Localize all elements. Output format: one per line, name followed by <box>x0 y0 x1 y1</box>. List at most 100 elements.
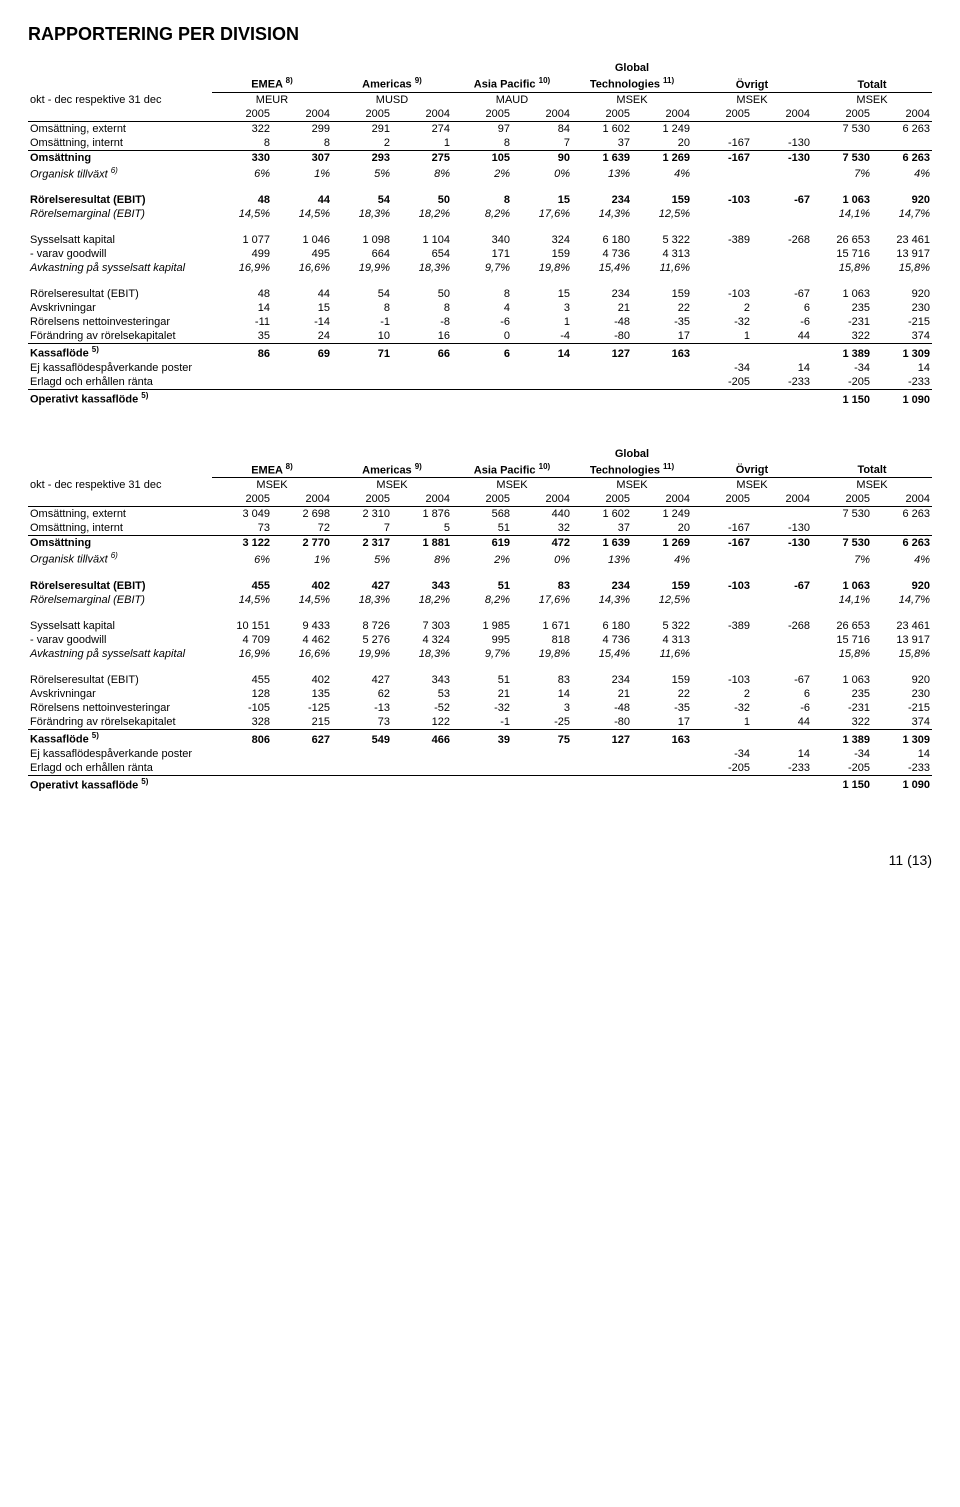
cell-value: 62 <box>332 687 392 701</box>
table-row: Rörelseresultat (EBIT)455402427343518323… <box>28 673 932 687</box>
cell-value: 5 276 <box>332 633 392 647</box>
cell-value <box>392 389 452 406</box>
cell-value: 14,5% <box>212 207 272 221</box>
year-header: 2005 <box>452 107 512 122</box>
cell-value: 23 461 <box>872 619 932 633</box>
cell-value <box>632 775 692 792</box>
cell-value: 14,1% <box>812 593 872 607</box>
row-label: Omsättning, internt <box>28 136 212 151</box>
row-label: Sysselsatt kapital <box>28 233 212 247</box>
unit-header: MSEK <box>212 478 332 493</box>
year-header: 2005 <box>812 492 872 507</box>
cell-value <box>212 761 272 776</box>
cell-value: 22 <box>632 687 692 701</box>
year-header: 2005 <box>212 492 272 507</box>
cell-value: 5% <box>332 550 392 567</box>
cell-value: 1 876 <box>392 507 452 522</box>
cell-value: 1 309 <box>872 344 932 361</box>
cell-value: 15,8% <box>872 261 932 275</box>
table-row: Organisk tillväxt 6)6%1%5%8%2%0%13%4%7%4… <box>28 550 932 567</box>
unit-header: MSEK <box>332 478 452 493</box>
year-header: 2005 <box>812 107 872 122</box>
cell-value: -14 <box>272 315 332 329</box>
cell-value: 7 303 <box>392 619 452 633</box>
cell-value: 69 <box>272 344 332 361</box>
cell-value: 234 <box>572 579 632 593</box>
cell-value <box>272 747 332 761</box>
cell-value <box>272 761 332 776</box>
table-row: Organisk tillväxt 6)6%1%5%8%2%0%13%4%7%4… <box>28 165 932 182</box>
cell-value: 51 <box>452 521 512 536</box>
cell-value: 6% <box>212 550 272 567</box>
cell-value: 619 <box>452 536 512 551</box>
cell-value: 234 <box>572 193 632 207</box>
cell-value: 14 <box>872 747 932 761</box>
cell-value: 18,3% <box>392 261 452 275</box>
cell-value: 2 770 <box>272 536 332 551</box>
cell-value: 7 530 <box>812 121 872 136</box>
cell-value: 455 <box>212 579 272 593</box>
cell-value: 14,1% <box>812 207 872 221</box>
cell-value <box>692 207 752 221</box>
cell-value: -105 <box>212 701 272 715</box>
group-header: Totalt <box>812 461 932 478</box>
table-row: Operativt kassaflöde 5)1 1501 090 <box>28 389 932 406</box>
cell-value <box>392 361 452 375</box>
cell-value: 73 <box>332 715 392 730</box>
cell-value: 163 <box>632 729 692 746</box>
cell-value: 427 <box>332 673 392 687</box>
cell-value: -215 <box>872 701 932 715</box>
cell-value: -6 <box>752 701 812 715</box>
cell-value: 6 <box>752 687 812 701</box>
cell-value: 14,7% <box>872 207 932 221</box>
cell-value: 234 <box>572 287 632 301</box>
cell-value: 20 <box>632 136 692 151</box>
cell-value: 307 <box>272 150 332 165</box>
cell-value: 17,6% <box>512 593 572 607</box>
cell-value <box>272 375 332 390</box>
cell-value: 1 090 <box>872 775 932 792</box>
group-header: Asia Pacific 10) <box>452 75 572 92</box>
cell-value <box>752 633 812 647</box>
cell-value: -4 <box>512 329 572 344</box>
cell-value: 6 263 <box>872 150 932 165</box>
cell-value: 8,2% <box>452 593 512 607</box>
cell-value: 48 <box>212 287 272 301</box>
cell-value <box>692 729 752 746</box>
cell-value: 15,4% <box>572 647 632 661</box>
cell-value: 14 <box>752 361 812 375</box>
cell-value: 0% <box>512 550 572 567</box>
unit-header: MEUR <box>212 92 332 107</box>
table-row: Förändring av rörelsekapitalet3282157312… <box>28 715 932 730</box>
cell-value: 14 <box>512 344 572 361</box>
cell-value: 7% <box>812 165 872 182</box>
cell-value: 51 <box>452 579 512 593</box>
cell-value: 343 <box>392 579 452 593</box>
cell-value <box>692 633 752 647</box>
year-header: 2004 <box>512 492 572 507</box>
group-header: Övrigt <box>692 461 812 478</box>
cell-value <box>332 747 392 761</box>
cell-value: 13 917 <box>872 633 932 647</box>
cell-value: 7 <box>512 136 572 151</box>
row-label: Omsättning <box>28 536 212 551</box>
cell-value <box>872 521 932 536</box>
cell-value: 54 <box>332 287 392 301</box>
cell-value: 322 <box>812 715 872 730</box>
cell-value: -389 <box>692 233 752 247</box>
row-label: Rörelseresultat (EBIT) <box>28 673 212 687</box>
cell-value: 1 098 <box>332 233 392 247</box>
cell-value: 2 310 <box>332 507 392 522</box>
table-row: Rörelsemarginal (EBIT)14,5%14,5%18,3%18,… <box>28 593 932 607</box>
cell-value: 6 263 <box>872 121 932 136</box>
cell-value: -130 <box>752 150 812 165</box>
cell-value: -231 <box>812 315 872 329</box>
year-header: 2005 <box>212 107 272 122</box>
row-label: Ej kassaflödespåverkande poster <box>28 747 212 761</box>
cell-value: 6 <box>452 344 512 361</box>
cell-value: -1 <box>452 715 512 730</box>
cell-value: 16,6% <box>272 647 332 661</box>
cell-value: 23 461 <box>872 233 932 247</box>
row-label: Rörelsemarginal (EBIT) <box>28 207 212 221</box>
cell-value: 402 <box>272 673 332 687</box>
